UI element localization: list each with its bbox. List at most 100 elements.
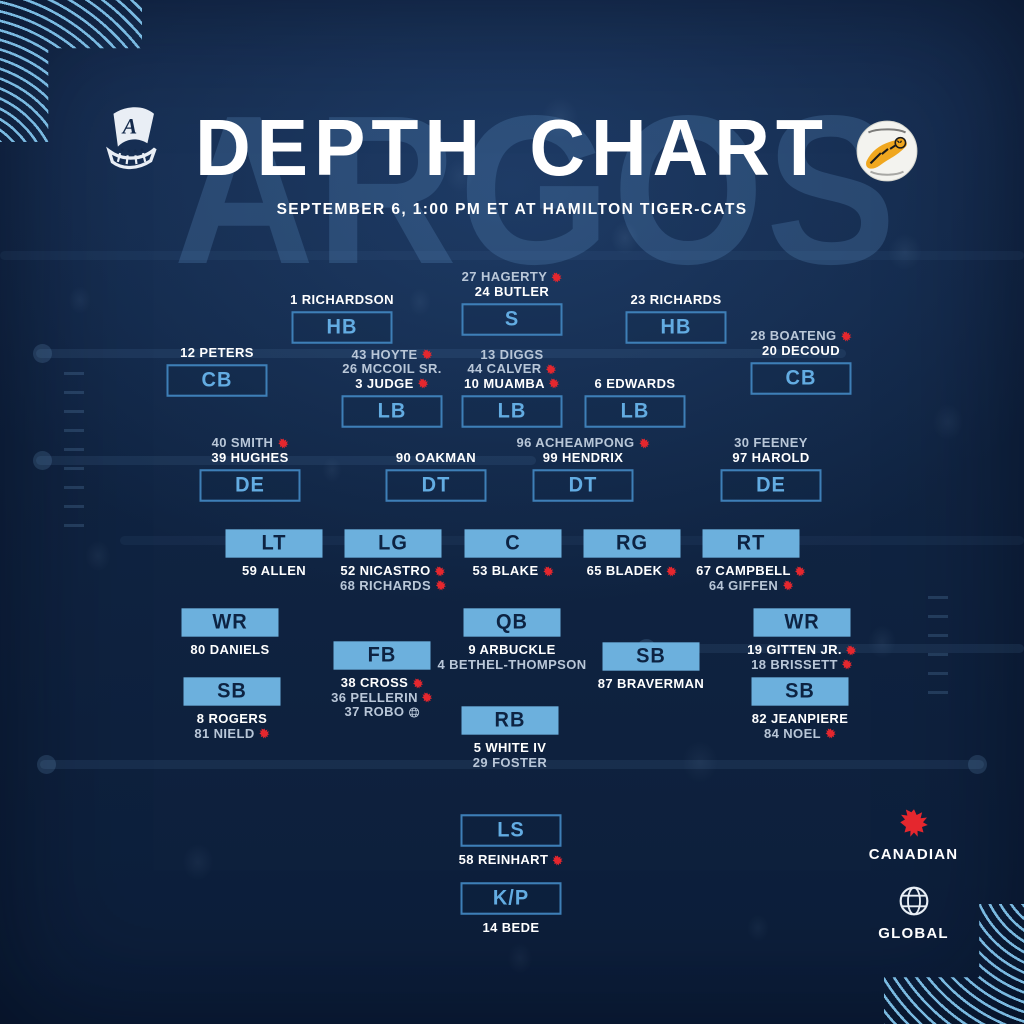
- position-group-qb: QB 9 ARBUCKLE 4 BETHEL-THOMPSON: [437, 608, 586, 671]
- maple-leaf-icon: [552, 855, 563, 866]
- player-list-lt: 59 ALLEN: [242, 563, 306, 579]
- maple-leaf-icon: [666, 566, 677, 577]
- player-text: 67 CAMPBELL: [696, 563, 791, 578]
- globe-icon: [408, 707, 419, 718]
- player-name: 43 HOYTE: [342, 347, 442, 363]
- field-line: [120, 536, 1024, 545]
- player-name: 8 ROGERS: [194, 711, 269, 727]
- maple-leaf-icon: [842, 659, 853, 670]
- player-text: 64 GIFFEN: [708, 577, 779, 593]
- player-name: 82 JEANPIERE: [751, 711, 849, 727]
- player-name: 20 DECOUD: [750, 343, 851, 359]
- player-name: 90 OAKMAN: [396, 450, 476, 466]
- position-box-lg: LG: [344, 529, 442, 558]
- player-list-dt-right: 96 ACHEAMPONG 99 HENDRIX: [516, 435, 650, 466]
- position-box-lb-left: LB: [341, 395, 443, 428]
- legend-item-canadian: CANADIAN: [866, 808, 961, 863]
- player-name: 28 BOATENG: [750, 328, 852, 344]
- player-name: 58 REINHART: [459, 852, 564, 868]
- player-name: 44 CALVER: [464, 361, 560, 377]
- player-name: 1 RICHARDSON: [290, 291, 394, 308]
- maple-leaf-icon: [542, 566, 554, 577]
- position-box-ls: LS: [460, 814, 562, 847]
- player-list-lb-middle: 13 DIGGS 44 CALVER 10 MUAMBA: [464, 346, 560, 392]
- player-text: 1 RICHARDSON: [290, 291, 394, 307]
- position-box-dt-right: DT: [532, 469, 634, 502]
- legend-label-canadian: CANADIAN: [868, 846, 959, 863]
- player-list-kp: 14 BEDE: [483, 920, 540, 936]
- player-text: 8 ROGERS: [196, 711, 268, 726]
- player-name: 59 ALLEN: [242, 563, 306, 579]
- player-name: 40 SMITH: [211, 435, 288, 451]
- player-text: 38 CROSS: [340, 675, 409, 690]
- player-list-rg: 65 BLADEK: [587, 563, 678, 579]
- player-list-lb-left: 43 HOYTE 26 MCCOIL SR. 3 JUDGE: [342, 347, 442, 392]
- player-name: 18 BRISSETT: [747, 657, 857, 673]
- player-name: 80 DANIELS: [190, 642, 269, 658]
- player-name: 99 HENDRIX: [516, 450, 649, 466]
- player-list-lb-right: 6 EDWARDS: [594, 375, 676, 392]
- maple-leaf-icon: [846, 645, 857, 656]
- player-list-dt-left: 90 OAKMAN: [396, 450, 476, 466]
- player-text: 36 PELLERIN: [331, 689, 418, 705]
- position-box-s: S: [461, 303, 563, 336]
- player-name: 64 GIFFEN: [696, 577, 806, 594]
- maple-leaf-icon: [551, 272, 562, 283]
- position-box-sb-right: SB: [751, 677, 849, 706]
- player-name: 19 GITTEN JR.: [747, 642, 857, 658]
- position-box-lt: LT: [225, 529, 323, 558]
- maple-leaf-icon: [795, 566, 806, 577]
- player-text: 10 MUAMBA: [464, 375, 545, 391]
- maple-leaf-icon: [277, 438, 288, 449]
- position-box-lb-middle: LB: [461, 395, 563, 428]
- player-list-ls: 58 REINHART: [459, 852, 564, 868]
- player-list-fb: 38 CROSS 36 PELLERIN 37 ROBO: [331, 675, 433, 720]
- player-list-rb: 5 WHITE IV 29 FOSTER: [473, 740, 547, 770]
- maple-leaf-icon: [782, 580, 793, 591]
- player-text: 3 JUDGE: [355, 375, 414, 391]
- player-list-wr-right: 19 GITTEN JR. 18 BRISSETT: [747, 642, 857, 673]
- maple-leaf-icon: [825, 728, 836, 739]
- position-group-c: C 53 BLAKE: [464, 529, 562, 578]
- player-text: 37 ROBO: [344, 704, 405, 719]
- player-text: 81 NIELD: [194, 725, 255, 741]
- player-list-wr-left: 80 DANIELS: [190, 642, 269, 658]
- watermark-text: ARGOS: [173, 71, 898, 308]
- position-box-wr-left: WR: [181, 608, 279, 637]
- player-name: 30 FEENEY: [732, 435, 809, 451]
- player-list-cb-left: 12 PETERS: [180, 344, 254, 361]
- player-name: 87 BRAVERMAN: [597, 676, 705, 692]
- maple-leaf-icon: [412, 678, 423, 689]
- position-group-cb-left: 12 PETERS CB: [166, 345, 268, 397]
- player-text: 96 ACHEAMPONG: [516, 435, 635, 450]
- player-text: 82 JEANPIERE: [751, 711, 849, 726]
- player-text: 13 DIGGS: [480, 346, 544, 362]
- position-box-de-left: DE: [199, 469, 301, 502]
- player-list-hb-left: 1 RICHARDSON: [290, 291, 394, 308]
- player-text: 19 GITTEN JR.: [747, 642, 842, 657]
- player-text: 87 BRAVERMAN: [597, 676, 705, 691]
- position-box-dt-left: DT: [385, 469, 487, 502]
- player-list-sb-right: 82 JEANPIERE 84 NOEL: [751, 711, 849, 741]
- maple-leaf-icon: [899, 809, 928, 837]
- maple-leaf-icon: [435, 580, 446, 591]
- player-list-qb: 9 ARBUCKLE 4 BETHEL-THOMPSON: [437, 642, 586, 672]
- maple-leaf-icon: [259, 728, 270, 739]
- player-list-c: 53 BLAKE: [472, 563, 554, 579]
- player-name: 9 ARBUCKLE: [437, 642, 586, 658]
- player-text: 44 CALVER: [467, 361, 542, 376]
- globe-icon: [899, 886, 928, 916]
- maple-leaf-icon: [841, 331, 852, 342]
- position-box-de-right: DE: [720, 469, 822, 502]
- field-hash-marks: [928, 596, 948, 708]
- player-text: 40 SMITH: [211, 435, 274, 450]
- player-name: 26 MCCOIL SR.: [342, 361, 442, 377]
- field-line: [33, 344, 846, 363]
- maple-leaf-icon: [422, 692, 433, 703]
- position-box-lb-right: LB: [584, 395, 686, 428]
- player-text: 24 BUTLER: [474, 283, 550, 299]
- player-list-lg: 52 NICASTRO 68 RICHARDS: [340, 563, 446, 593]
- player-text: 6 EDWARDS: [594, 375, 676, 391]
- position-group-ls: LS 58 REINHART: [459, 814, 563, 867]
- player-text: 12 PETERS: [180, 344, 254, 360]
